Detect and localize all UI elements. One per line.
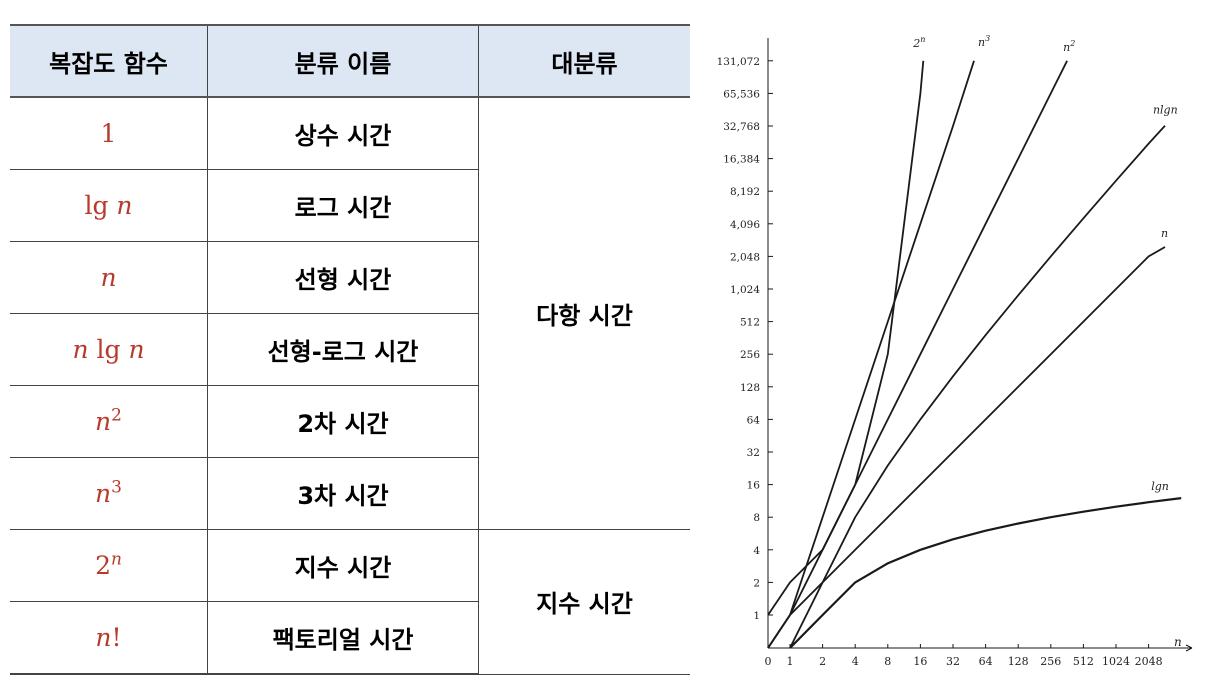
header-category: 대분류 [478,24,690,98]
func-var: n [95,623,112,652]
y-tick-label: 2,048 [730,251,760,263]
table-row: 1 상수 시간 다항 시간 [10,97,690,530]
y-tick-label: 65,536 [723,88,760,100]
x-tick-label: 512 [1073,655,1094,668]
y-tick-label: 4 [753,545,760,557]
series-line [789,497,1182,649]
func-exponent: n [110,549,122,570]
func-text: lg [84,191,109,220]
func-var: n [72,335,89,364]
y-tick-label: 131,072 [717,56,760,68]
x-tick-label: 0 [765,655,772,668]
func-var: n [95,479,112,508]
y-tick-label: 64 [747,414,761,426]
y-tick-label: 16,384 [723,154,760,166]
class-name-cell: 로그 시간 [207,169,479,242]
func-var: n [100,263,117,292]
y-tick-label: 1 [753,610,760,622]
x-tick-label: 1 [787,655,794,668]
category-cell: 다항 시간 [478,97,690,530]
x-tick-label: 4 [852,655,859,668]
table-row: lg n 로그 시간 [10,169,690,242]
series-line [767,60,1068,649]
class-name-cell: 상수 시간 [207,97,479,170]
table-row: n lg n 선형-로그 시간 [10,313,690,386]
x-axis-label: n [1174,635,1182,649]
series-label: n3 [978,34,990,49]
class-name-cell: 선형-로그 시간 [207,313,479,386]
y-tick-label: 128 [740,382,760,394]
func-cell: 1 [10,97,208,170]
func-var: n [116,191,133,220]
class-name-cell: 지수 시간 [207,529,479,602]
series-line [767,246,1166,649]
class-name-cell: 팩토리얼 시간 [207,601,479,675]
x-tick-label: 256 [1040,655,1061,668]
class-name-cell: 3차 시간 [207,457,479,530]
table-row: n3 3차 시간 [10,457,690,530]
func-text: lg [96,335,121,364]
series-line [767,60,925,616]
table-header-row: 복잡도 함수 분류 이름 대분류 [10,24,690,98]
x-tick-label: 2 [819,655,826,668]
x-tick-label: 2048 [1135,655,1163,668]
func-cell: n! [10,601,208,675]
header-function: 복잡도 함수 [10,24,208,98]
table-row: n2 2차 시간 [10,385,690,458]
class-name-cell: 선형 시간 [207,241,479,314]
func-text: 2 [95,551,111,580]
series-label: nlgn [1153,104,1178,117]
func-cell: lg n [10,169,208,242]
y-tick-label: 4,096 [730,219,760,231]
class-name-cell: 2차 시간 [207,385,479,458]
func-cell: n [10,241,208,314]
func-cell: 2n [10,529,208,602]
func-var: n [95,407,112,436]
table-row: n! 팩토리얼 시간 [10,601,690,675]
x-tick-label: 128 [1008,655,1029,668]
func-cell: n3 [10,457,208,530]
x-tick-label: 8 [884,655,891,668]
x-tick-label: 16 [913,655,927,668]
x-tick-label: 1024 [1102,655,1130,668]
y-tick-label: 8 [753,512,760,524]
y-tick-label: 16 [747,480,761,492]
func-cell: n lg n [10,313,208,386]
func-text: ! [111,623,122,652]
complexity-table: 복잡도 함수 분류 이름 대분류 1 상수 시간 다항 시간 lg n 로그 시… [10,24,690,675]
series-line [767,60,975,649]
x-axis-arrow [1185,644,1193,652]
func-exponent: 3 [111,477,122,498]
y-tick-label: 32 [747,447,760,459]
y-tick-label: 2 [753,577,760,589]
header-class-name: 분류 이름 [207,24,479,98]
func-var: n [128,335,145,364]
y-tick-label: 8,192 [730,186,760,198]
y-tick-label: 32,768 [723,121,760,133]
y-tick-label: 1,024 [730,284,760,296]
y-tick-label: 512 [740,317,760,329]
func-exponent: 2 [111,405,122,426]
func-text: 1 [100,119,117,148]
growth-chart: 12481632641282565121,0242,0484,0968,1921… [717,34,1193,668]
func-cell: n2 [10,385,208,458]
series-label: n [1161,227,1168,240]
table-row: n 선형 시간 [10,241,690,314]
x-tick-label: 32 [946,655,960,668]
series-line [789,125,1166,649]
x-tick-label: 64 [979,655,993,668]
series-label: lgn [1151,480,1169,493]
table-row: 2n 지수 시간 지수 시간 [10,529,690,675]
series-label: 2n [912,35,925,50]
series-label: n2 [1063,39,1075,54]
category-cell: 지수 시간 [478,529,690,675]
y-tick-label: 256 [740,349,760,361]
